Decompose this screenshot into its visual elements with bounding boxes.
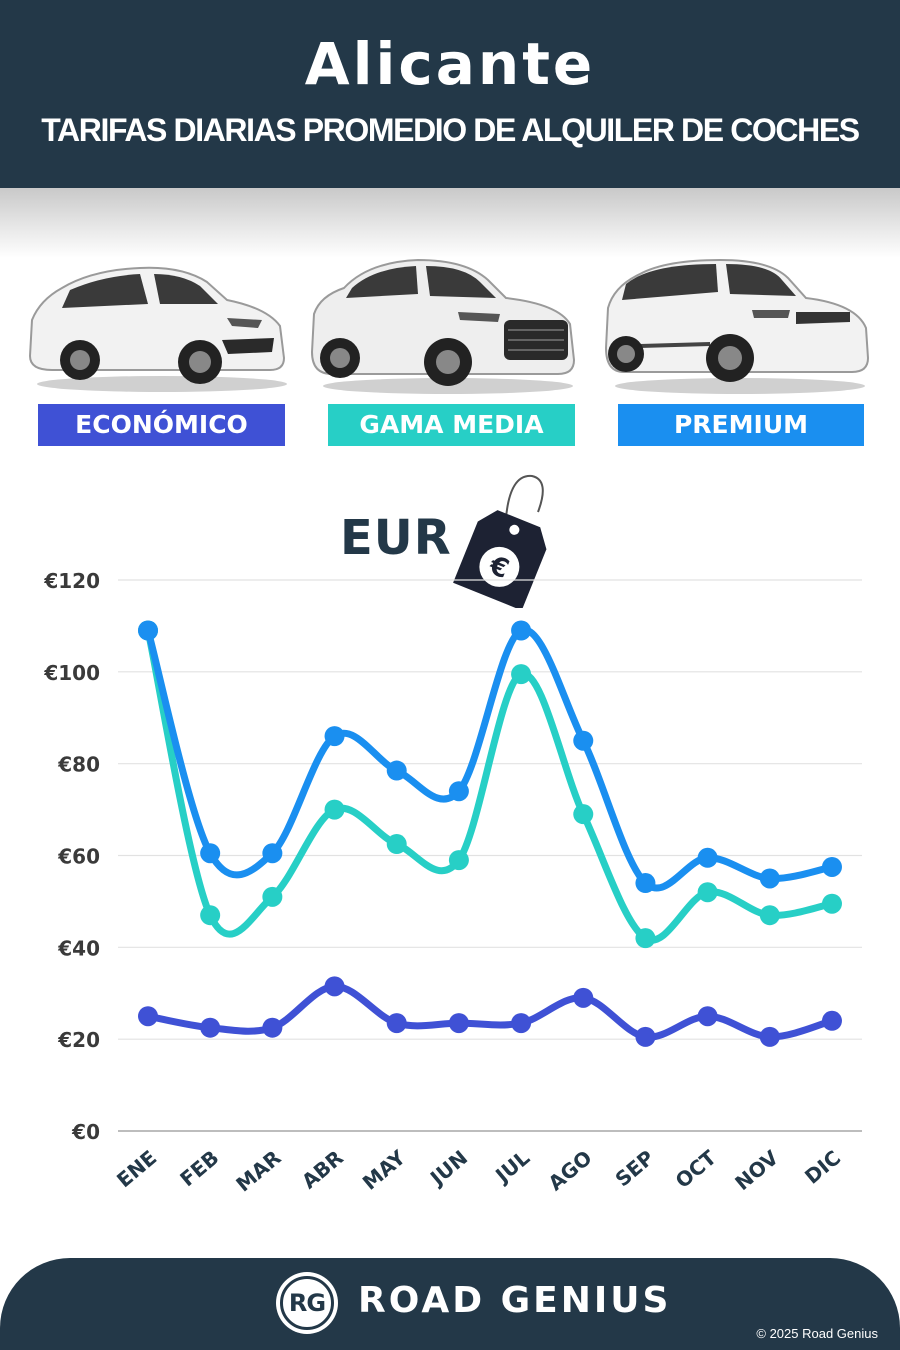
data-point (200, 1017, 221, 1038)
data-point (386, 760, 407, 781)
currency-label: EUR (340, 510, 452, 566)
data-point (821, 856, 842, 877)
data-point (386, 834, 407, 855)
data-point (635, 1026, 656, 1047)
premium-car-image (600, 248, 870, 396)
economy-car-image (22, 248, 292, 396)
data-point (448, 1013, 469, 1034)
data-point (200, 843, 221, 864)
y-tick-label: €80 (57, 753, 100, 777)
shadow-band (0, 188, 900, 258)
x-tick-label: DIC (800, 1145, 845, 1188)
x-tick-label: SEP (610, 1145, 658, 1191)
line-chart: €0 €20 €40 €60 €80 €100 €120 ENE FEB MAR ABR MAY JUN… (43, 569, 862, 1196)
y-tick-label: €100 (43, 661, 100, 685)
data-point (573, 804, 594, 825)
page-subtitle: TARIFAS DIARIAS PROMEDIO DE ALQUILER DE … (41, 112, 860, 148)
page-title: Alicante (304, 30, 596, 98)
data-point (324, 799, 345, 820)
brand-name: ROAD GENIUS (358, 1280, 672, 1321)
data-point (697, 882, 718, 903)
midsize-car-image (308, 248, 578, 396)
series-line (144, 982, 836, 1041)
legend-economy: ECONÓMICO (38, 404, 285, 446)
series-line (144, 627, 836, 944)
legend-midsize: GAMA MEDIA (328, 404, 575, 446)
data-point (200, 905, 221, 926)
data-point (511, 620, 532, 641)
data-point (324, 726, 345, 747)
x-tick-label: NOV (730, 1145, 783, 1195)
data-point (573, 987, 594, 1008)
y-tick-label: €0 (71, 1120, 100, 1144)
data-point (821, 1010, 842, 1031)
data-point (759, 905, 780, 926)
x-tick-label: JUN (424, 1145, 472, 1191)
data-point (759, 868, 780, 889)
x-tick-label: ABR (297, 1145, 348, 1193)
data-point (386, 1013, 407, 1034)
data-point (573, 730, 594, 751)
x-tick-label: FEB (175, 1145, 223, 1191)
x-tick-label: JUL (489, 1145, 534, 1188)
x-tick-label: MAR (231, 1145, 285, 1196)
x-tick-label: AGO (544, 1145, 597, 1195)
footer: RG ROAD GENIUS © 2025 Road Genius (0, 1258, 900, 1350)
y-tick-label: €120 (43, 569, 100, 593)
y-tick-label: €60 (57, 845, 100, 869)
data-point (262, 1017, 283, 1038)
road-genius-logo: RG (276, 1272, 338, 1334)
series-line (144, 626, 836, 892)
data-point (759, 1026, 780, 1047)
logo-text: RG (280, 1276, 334, 1330)
y-tick-label: €20 (57, 1028, 100, 1052)
data-point (262, 843, 283, 864)
header: Alicante TARIFAS DIARIAS PROMEDIO DE ALQ… (0, 0, 900, 188)
x-tick-label: MAY (358, 1145, 411, 1195)
data-point (511, 664, 532, 685)
legend-premium: PREMIUM (618, 404, 864, 446)
data-point (262, 886, 283, 907)
copyright: © 2025 Road Genius (756, 1326, 878, 1341)
y-tick-label: €40 (57, 936, 100, 960)
x-tick-label: ENE (112, 1145, 161, 1192)
data-point (821, 893, 842, 914)
data-point (448, 850, 469, 871)
data-point (635, 873, 656, 894)
data-point (324, 976, 345, 997)
x-tick-label: OCT (671, 1145, 721, 1193)
price-tag-icon: € (453, 474, 547, 608)
data-point (697, 1006, 718, 1027)
data-point (697, 847, 718, 868)
data-point (138, 1006, 158, 1027)
data-point (511, 1013, 532, 1034)
data-point (448, 781, 469, 802)
data-point (635, 928, 656, 949)
data-point (138, 620, 158, 641)
